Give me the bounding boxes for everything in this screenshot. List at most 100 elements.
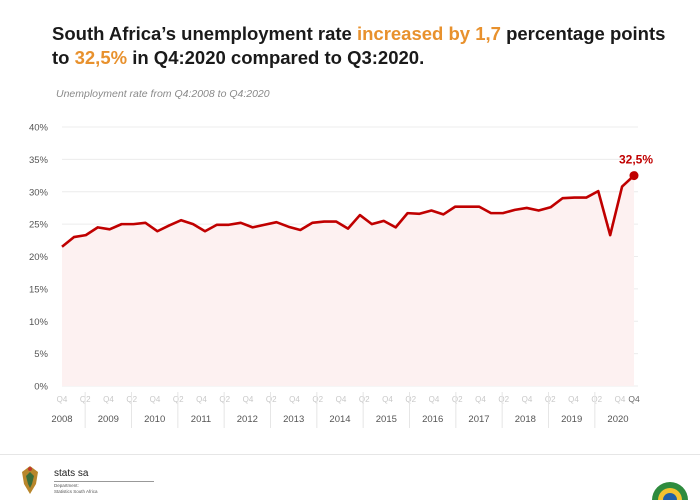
x-quarter-label: Q2 bbox=[219, 395, 230, 404]
y-tick-label: 25% bbox=[29, 220, 49, 231]
data-point bbox=[442, 213, 445, 216]
x-year-label: 2018 bbox=[515, 414, 536, 425]
x-quarter-label: Q4 bbox=[150, 395, 161, 404]
series-line bbox=[61, 174, 635, 248]
x-quarter-label: Q2 bbox=[591, 395, 602, 404]
data-point bbox=[239, 222, 242, 225]
data-point bbox=[73, 236, 76, 239]
y-tick-label: 0% bbox=[34, 382, 48, 393]
data-point bbox=[299, 229, 302, 232]
x-year-label: 2012 bbox=[237, 414, 258, 425]
data-point bbox=[537, 209, 540, 212]
unemployment-chart: 0% 5% 10% 15% 20% 25% 30% 35% 40% 32,5% Q4 Q2 Q4 Q2 Q… bbox=[29, 123, 653, 428]
data-point bbox=[192, 223, 195, 226]
chart-subtitle: Unemployment rate from Q4:2008 to Q4:202… bbox=[56, 88, 270, 100]
brand-subline-1: Department: bbox=[54, 483, 79, 488]
x-quarter-label: Q4 bbox=[289, 395, 300, 404]
x-year-label: 2010 bbox=[144, 414, 165, 425]
x-year-label: 2009 bbox=[98, 414, 119, 425]
data-point bbox=[61, 245, 64, 248]
data-point bbox=[335, 220, 338, 223]
data-point bbox=[394, 226, 397, 229]
data-point bbox=[180, 219, 183, 222]
data-point bbox=[168, 224, 171, 227]
x-quarter-label: Q4 bbox=[475, 395, 486, 404]
x-year-label: 2020 bbox=[607, 414, 628, 425]
data-point bbox=[85, 234, 88, 237]
x-quarter-label: Q2 bbox=[266, 395, 277, 404]
data-point bbox=[120, 223, 123, 226]
end-point bbox=[629, 171, 639, 181]
x-quarter-label: Q2 bbox=[452, 395, 463, 404]
x-quarter-label: Q4 bbox=[243, 395, 254, 404]
data-point bbox=[430, 209, 433, 212]
coat-of-arms-icon bbox=[22, 466, 38, 494]
x-quarter-label: Q4 bbox=[429, 395, 440, 404]
x-year-label: 2019 bbox=[561, 414, 582, 425]
area-layer bbox=[62, 175, 634, 386]
data-point bbox=[454, 205, 457, 208]
y-tick-label: 5% bbox=[34, 349, 48, 360]
data-point bbox=[156, 230, 159, 233]
headline-highlight-2: 32,5% bbox=[74, 47, 128, 68]
x-quarter-label: Q4 bbox=[382, 395, 393, 404]
data-point bbox=[144, 222, 147, 225]
brand-subline-2: Statistics South Africa bbox=[54, 489, 98, 494]
data-point bbox=[561, 197, 564, 200]
x-quarter-label: Q4 bbox=[57, 395, 68, 404]
data-point bbox=[287, 225, 290, 228]
y-tick-label: 10% bbox=[29, 317, 49, 328]
y-tick-label: 30% bbox=[29, 187, 49, 198]
data-point bbox=[585, 196, 588, 199]
headline-highlight-1: increased by 1,7 bbox=[356, 23, 501, 44]
data-point bbox=[525, 207, 528, 210]
x-quarter-label: Q4 bbox=[196, 395, 207, 404]
x-quarter-label: Q4 bbox=[103, 395, 114, 404]
x-year-label: 2014 bbox=[329, 414, 350, 425]
data-point bbox=[132, 223, 135, 226]
x-quarter-label: Q2 bbox=[405, 395, 416, 404]
data-point bbox=[490, 212, 493, 215]
data-point bbox=[359, 214, 362, 217]
data-point bbox=[263, 223, 266, 226]
data-point bbox=[514, 209, 517, 212]
stats-sa-brand: stats sa Department: Statistics South Af… bbox=[14, 462, 214, 500]
x-year-label: 2013 bbox=[283, 414, 304, 425]
data-point bbox=[275, 221, 278, 224]
label-layer: 32,5%Q4Q2Q4Q2Q4Q2Q4Q2Q4Q2Q4Q2Q4Q2Q4Q2Q4Q… bbox=[51, 153, 653, 428]
data-point bbox=[371, 223, 374, 226]
data-point bbox=[502, 212, 505, 215]
x-year-label: 2016 bbox=[422, 414, 443, 425]
data-point bbox=[478, 205, 481, 208]
x-year-label: 2017 bbox=[468, 414, 489, 425]
x-quarter-label: Q2 bbox=[126, 395, 137, 404]
y-tick-label: 15% bbox=[29, 284, 49, 295]
y-tick-label: 40% bbox=[29, 123, 49, 134]
ndp-logo-icon bbox=[652, 482, 688, 500]
footer-divider bbox=[0, 454, 700, 455]
headline: South Africa’s unemployment rate increas… bbox=[52, 22, 672, 70]
data-point bbox=[597, 190, 600, 193]
area-fill bbox=[62, 175, 634, 386]
headline-text-1: South Africa’s unemployment rate bbox=[52, 23, 357, 44]
brand-rule bbox=[54, 481, 154, 482]
end-value-label: 32,5% bbox=[619, 153, 653, 167]
data-point bbox=[609, 234, 612, 237]
data-point bbox=[573, 196, 576, 199]
data-point bbox=[418, 212, 421, 215]
data-point bbox=[216, 223, 219, 226]
x-final-quarter-label: Q4 bbox=[628, 394, 640, 404]
data-point bbox=[251, 226, 254, 229]
headline-text-2: percentage points to bbox=[52, 23, 666, 68]
data-point bbox=[108, 228, 111, 231]
data-point bbox=[311, 222, 314, 225]
data-point bbox=[323, 220, 326, 223]
data-point bbox=[228, 223, 231, 226]
x-quarter-label: Q4 bbox=[615, 395, 626, 404]
x-quarter-label: Q2 bbox=[498, 395, 509, 404]
x-quarter-label: Q2 bbox=[359, 395, 370, 404]
x-quarter-label: Q4 bbox=[568, 395, 579, 404]
y-tick-label: 35% bbox=[29, 155, 49, 166]
x-quarter-label: Q2 bbox=[173, 395, 184, 404]
data-point bbox=[204, 230, 207, 233]
